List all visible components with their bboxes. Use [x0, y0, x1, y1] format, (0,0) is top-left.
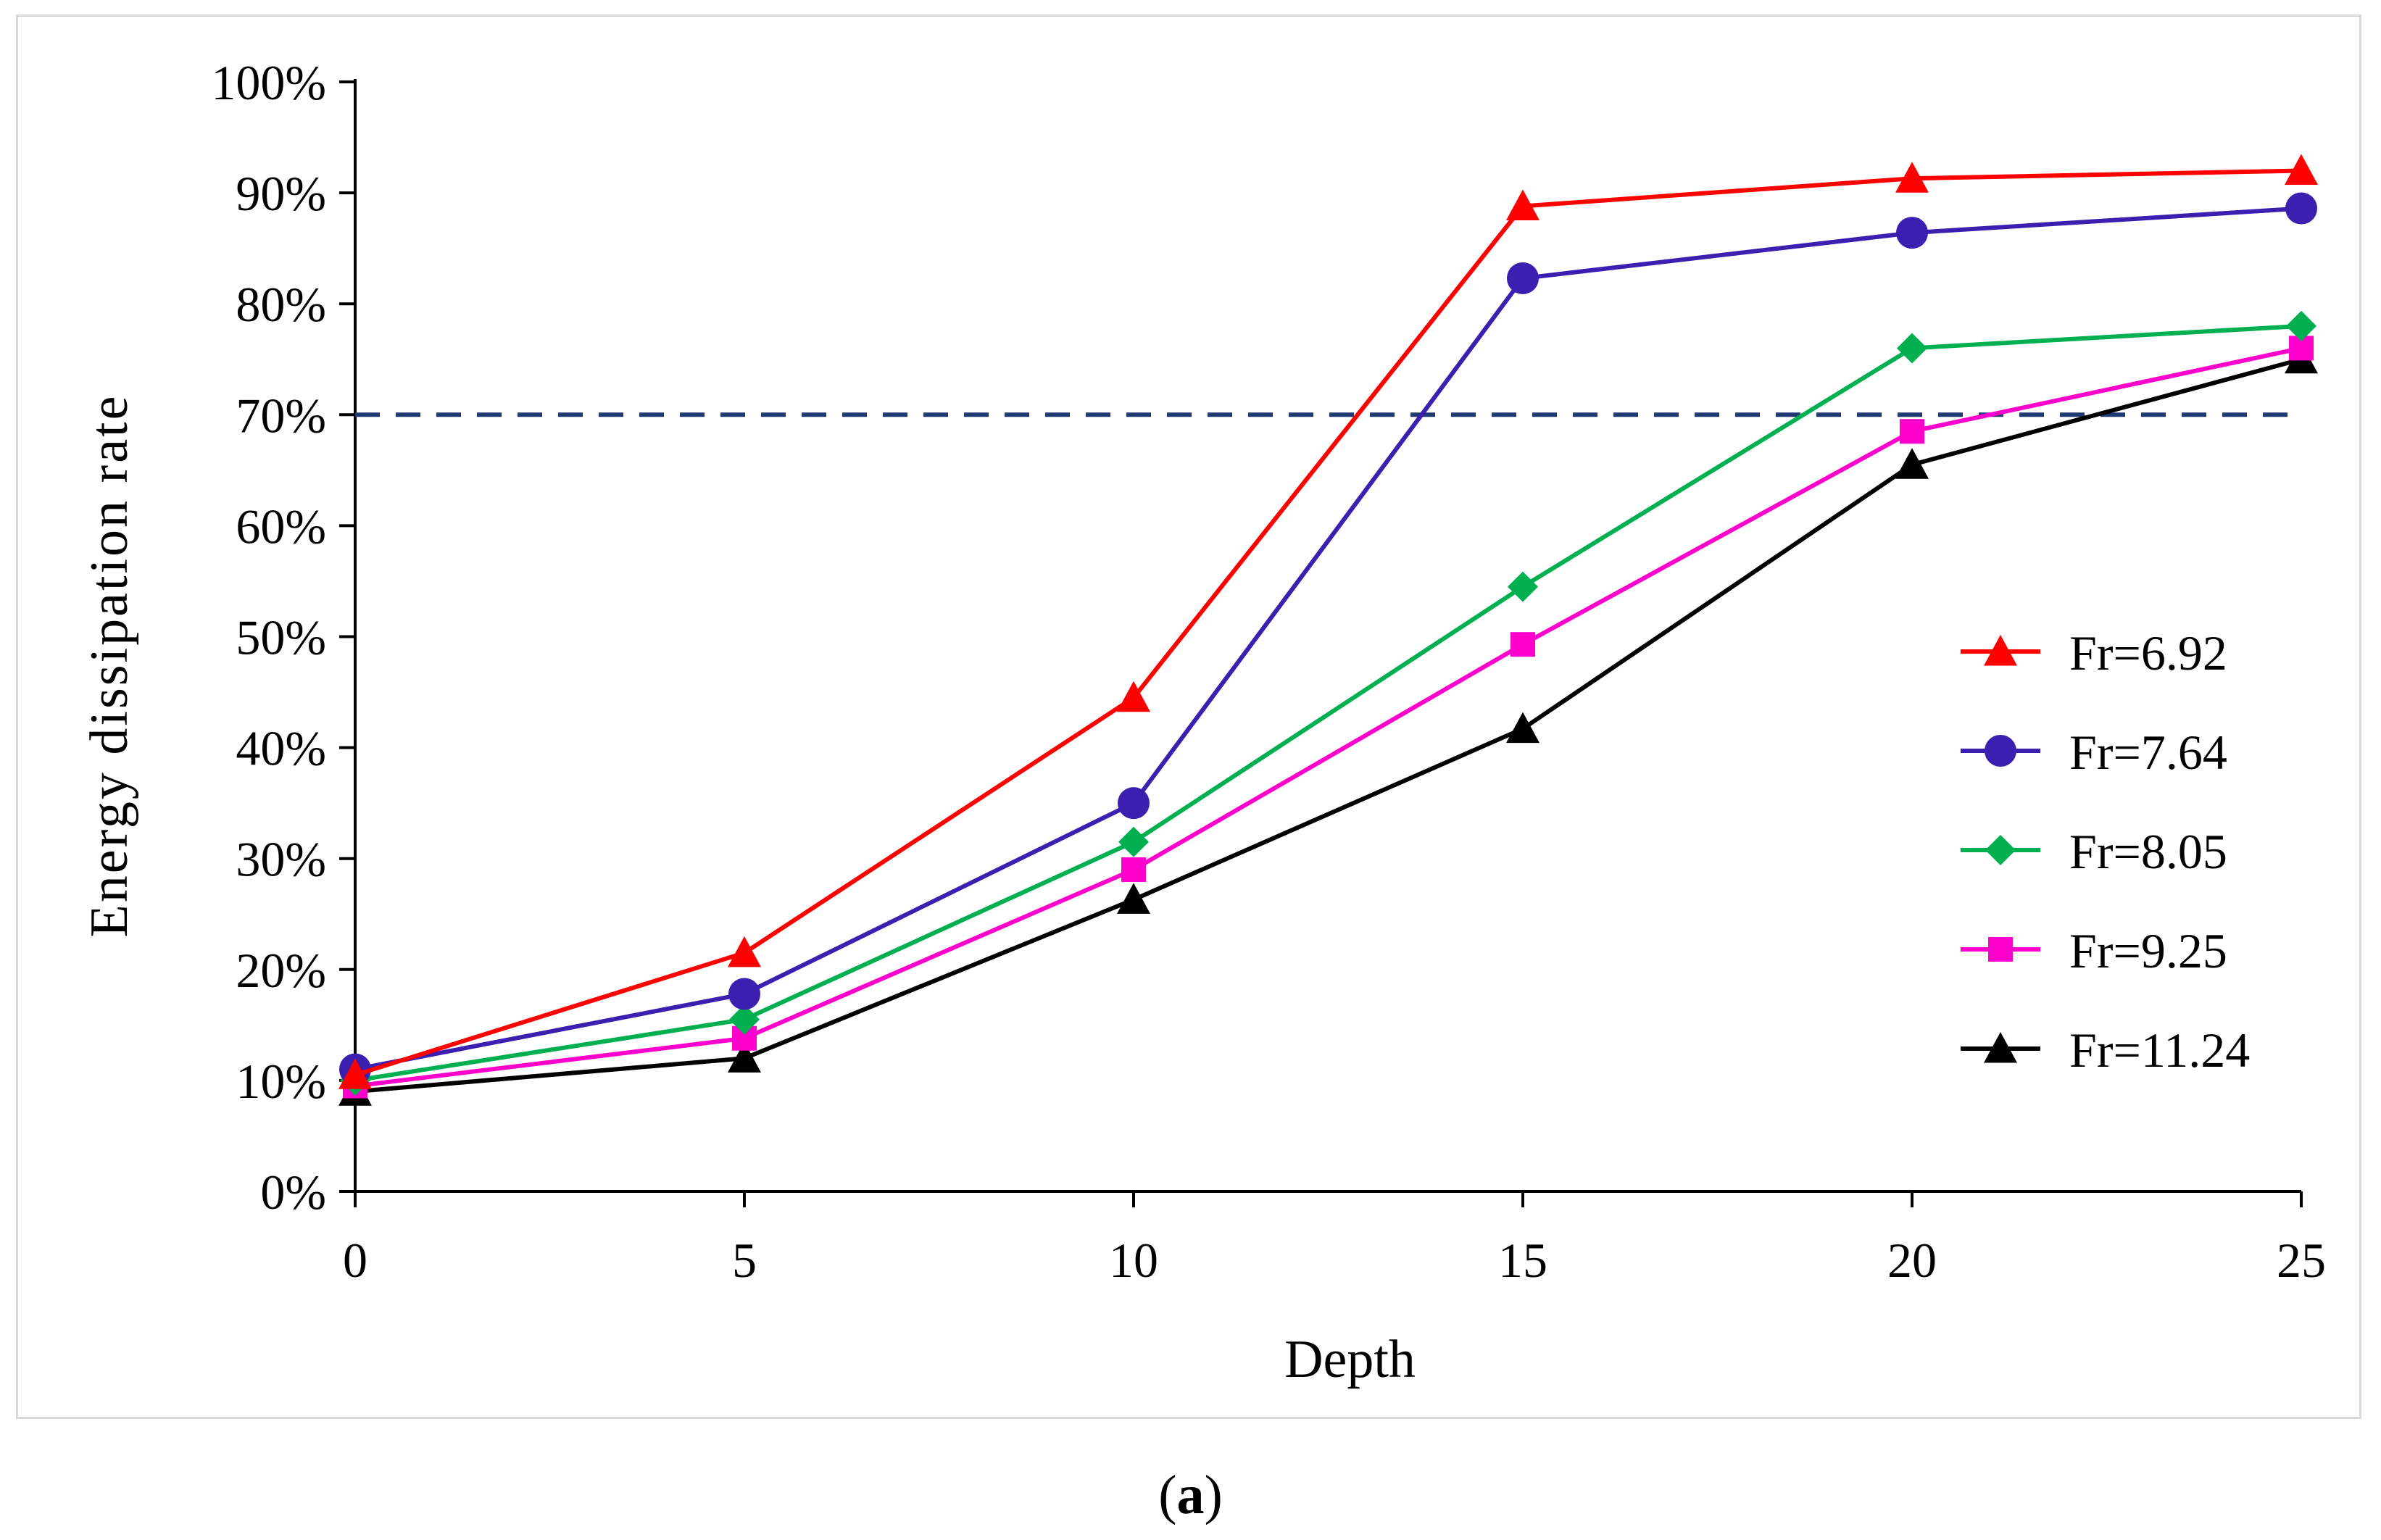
- point-fr-6-92-x15: [1506, 189, 1539, 221]
- point-fr-8-05-x10: [1118, 826, 1149, 857]
- caption-label: a: [1176, 1465, 1205, 1526]
- legend-label-fr-8-05: Fr=8.05: [2069, 824, 2227, 879]
- y-tick-label: 10%: [236, 1054, 326, 1109]
- point-fr-7-64-x25: [2285, 192, 2317, 225]
- point-fr-9-25-x20: [1900, 419, 1924, 444]
- legend-label-fr-7-64: Fr=7.64: [2069, 725, 2227, 780]
- x-tick-label: 25: [2277, 1233, 2326, 1288]
- series-line-fr-8-05: [354, 323, 2302, 1083]
- series-line-fr-9-25: [354, 346, 2302, 1089]
- point-fr-7-64-x15: [1507, 262, 1539, 294]
- line-chart: 0% 10% 20% 30% 40% 50% 60% 70% 80% 90% 100% 0 5 10 15 2…: [80, 55, 2326, 1389]
- point-fr-6-92-x10: [1117, 680, 1150, 712]
- y-tick-label: 30%: [236, 832, 326, 887]
- point-fr-6-92-x5: [728, 936, 761, 967]
- legend-marker-fr-7-64: [1985, 735, 2016, 767]
- point-fr-11-24-x10: [1117, 883, 1150, 914]
- point-fr-11-24-x15: [1506, 712, 1539, 744]
- y-tick-label: 80%: [236, 277, 326, 332]
- x-tick-label: 15: [1498, 1233, 1547, 1288]
- y-tick-label: 20%: [236, 943, 326, 998]
- point-fr-8-05-x5: [729, 1004, 760, 1035]
- legend-marker-fr-8-05: [1985, 835, 2016, 865]
- legend-label-fr-6-92: Fr=6.92: [2069, 625, 2227, 680]
- x-tick-label: 0: [343, 1233, 367, 1288]
- x-axis-title: Depth: [1284, 1330, 1416, 1389]
- point-fr-11-24-x5: [728, 1041, 761, 1073]
- y-tick-label: 50%: [236, 610, 326, 665]
- point-fr-8-05-x15: [1508, 571, 1538, 602]
- point-fr-7-64-x10: [1118, 787, 1150, 820]
- caption-open: (: [1158, 1465, 1177, 1526]
- legend-label-fr-9-25: Fr=9.25: [2069, 923, 2227, 978]
- point-fr-7-64-x5: [728, 978, 760, 1010]
- y-tick-label: 70%: [236, 388, 326, 443]
- legend-marker-fr-11-24: [1984, 1032, 2017, 1063]
- series-line-fr-7-64: [354, 206, 2302, 1072]
- point-fr-6-92-x25: [2285, 154, 2318, 186]
- point-fr-11-24-x20: [1895, 448, 1929, 479]
- figure-caption: (a): [0, 1464, 2381, 1527]
- y-tick-label: 90%: [236, 166, 326, 221]
- chart-frame: 0% 10% 20% 30% 40% 50% 60% 70% 80% 90% 100% 0 5 10 15 2…: [16, 14, 2361, 1419]
- point-fr-9-25-x15: [1511, 632, 1535, 657]
- caption-close: ): [1204, 1465, 1223, 1526]
- legend-marker-fr-6-92: [1984, 635, 2017, 666]
- series-line-fr-6-92: [354, 168, 2302, 1078]
- point-fr-8-05-x25: [2286, 310, 2316, 341]
- point-fr-6-92-x20: [1895, 162, 1929, 193]
- y-tick-label: 0%: [260, 1165, 326, 1220]
- point-fr-8-05-x20: [1897, 333, 1927, 364]
- y-tick-label: 40%: [236, 721, 326, 776]
- point-fr-6-92-x0: [338, 1058, 372, 1089]
- series-line-fr-11-24: [354, 357, 2302, 1094]
- point-fr-7-64-x20: [1896, 217, 1928, 249]
- x-tick-label: 20: [1887, 1233, 1937, 1288]
- point-fr-9-25-x10: [1121, 857, 1146, 883]
- legend-marker-fr-9-25: [1988, 937, 2013, 962]
- legend-label-fr-11-24: Fr=11.24: [2069, 1023, 2250, 1078]
- y-tick-label: 100%: [211, 55, 326, 110]
- y-tick-label: 60%: [236, 499, 326, 554]
- y-axis-title: Energy dissipation rate: [80, 394, 139, 938]
- x-tick-label: 10: [1109, 1233, 1158, 1288]
- x-tick-label: 5: [732, 1233, 757, 1288]
